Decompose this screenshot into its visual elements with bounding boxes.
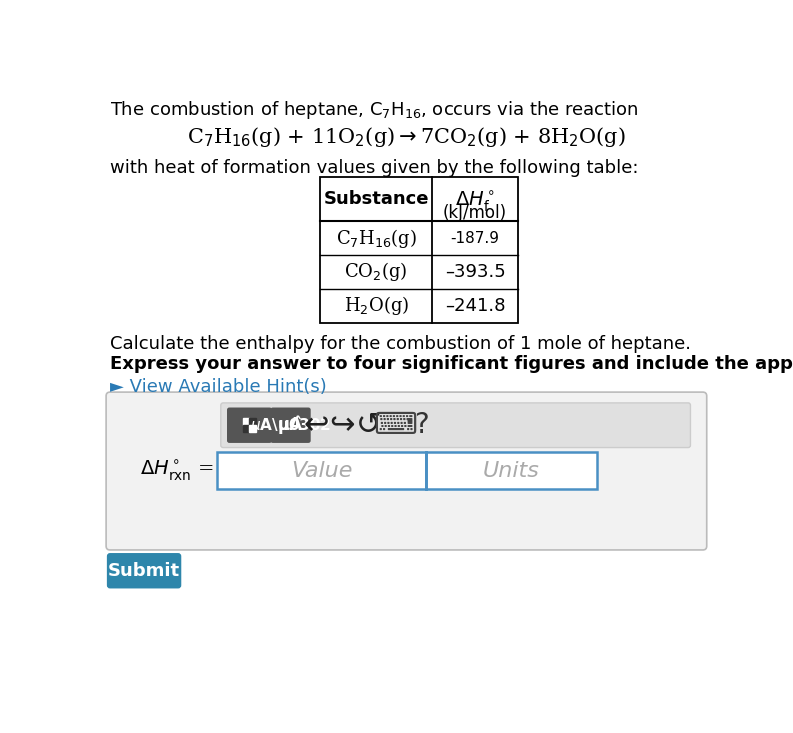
Text: ► View Available Hint(s): ► View Available Hint(s) xyxy=(110,378,327,397)
Text: $\Delta H^\circ_{\mathrm{rxn}}$ =: $\Delta H^\circ_{\mathrm{rxn}}$ = xyxy=(140,458,214,483)
Text: $\mu$A\u0302: $\mu$A\u0302 xyxy=(250,416,331,435)
FancyBboxPatch shape xyxy=(106,392,707,550)
Bar xyxy=(250,419,256,425)
FancyBboxPatch shape xyxy=(220,403,691,448)
Text: (kJ/mol): (kJ/mol) xyxy=(443,205,507,222)
Text: –241.8: –241.8 xyxy=(445,297,505,315)
FancyBboxPatch shape xyxy=(270,408,311,443)
Bar xyxy=(243,419,250,425)
Text: Units: Units xyxy=(483,460,540,481)
Text: Value: Value xyxy=(291,460,352,481)
Bar xyxy=(243,425,250,432)
Text: with heat of formation values given by the following table:: with heat of formation values given by t… xyxy=(110,159,638,177)
Bar xyxy=(250,425,256,432)
Text: ⌨: ⌨ xyxy=(374,410,417,440)
FancyBboxPatch shape xyxy=(107,553,182,589)
Text: H$_2$O(g): H$_2$O(g) xyxy=(343,295,409,317)
Text: μÂ: μÂ xyxy=(278,416,303,435)
Text: Calculate the enthalpy for the combustion of 1 mole of heptane.: Calculate the enthalpy for the combustio… xyxy=(110,335,691,353)
Text: –393.5: –393.5 xyxy=(445,263,505,281)
Text: C$_7$H$_{16}$(g) + 11O$_2$(g)$\rightarrow$7CO$_2$(g) + 8H$_2$O(g): C$_7$H$_{16}$(g) + 11O$_2$(g)$\rightarro… xyxy=(186,125,626,149)
Text: Express your answer to four significant figures and include the appropriate unit: Express your answer to four significant … xyxy=(110,356,793,373)
Text: ?: ? xyxy=(414,411,429,439)
Bar xyxy=(426,452,596,489)
Text: ↺: ↺ xyxy=(356,410,381,440)
Text: ↪: ↪ xyxy=(330,410,355,440)
Bar xyxy=(217,452,426,489)
Text: Submit: Submit xyxy=(108,561,180,580)
Text: C$_7$H$_{16}$(g): C$_7$H$_{16}$(g) xyxy=(335,226,416,250)
Text: Substance: Substance xyxy=(324,190,429,208)
Text: ↩: ↩ xyxy=(304,410,329,440)
FancyBboxPatch shape xyxy=(227,408,272,443)
Bar xyxy=(320,177,518,323)
Text: CO$_2$(g): CO$_2$(g) xyxy=(344,260,408,284)
Text: The combustion of heptane, C$_7$H$_{16}$, occurs via the reaction: The combustion of heptane, C$_7$H$_{16}$… xyxy=(110,99,638,121)
Text: -187.9: -187.9 xyxy=(450,231,500,246)
Text: $\Delta H^\circ_\mathrm{f}$: $\Delta H^\circ_\mathrm{f}$ xyxy=(455,189,495,213)
